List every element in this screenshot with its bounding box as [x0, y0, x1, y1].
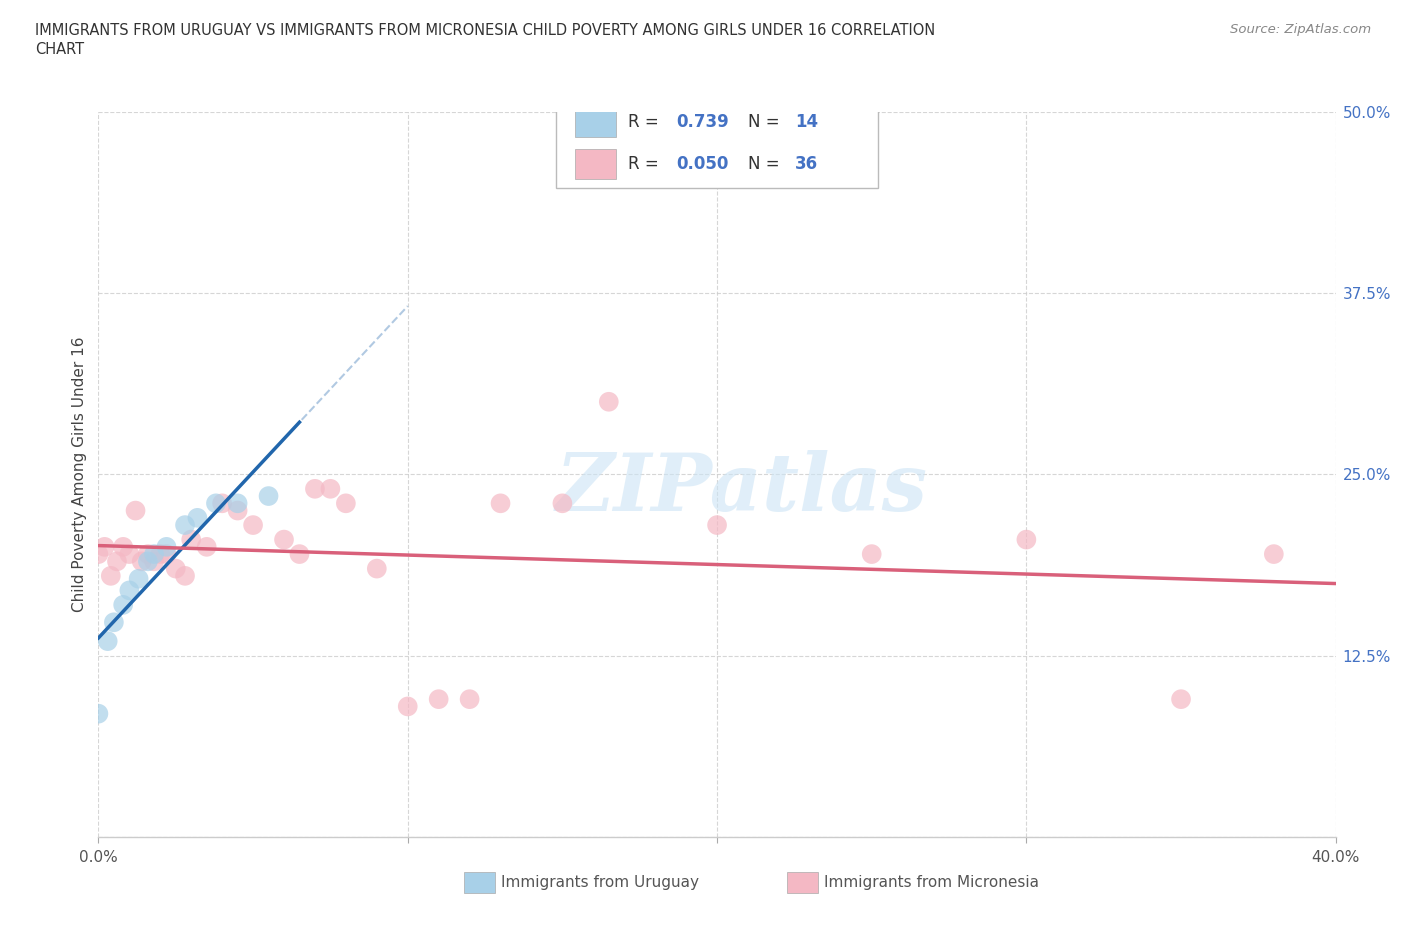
Point: [273, 532, 295, 547]
Point: [180, 532, 202, 547]
Point: [226, 496, 249, 511]
Point: [149, 547, 172, 562]
Point: [226, 503, 249, 518]
Point: [1263, 547, 1285, 562]
Point: [257, 488, 280, 503]
Point: [112, 539, 135, 554]
Text: N =: N =: [748, 154, 785, 173]
Text: Immigrants from Micronesia: Immigrants from Micronesia: [824, 875, 1039, 890]
Point: [335, 496, 357, 511]
Point: [205, 496, 228, 511]
Point: [143, 554, 166, 569]
Text: ZIPatlas: ZIPatlas: [555, 450, 928, 527]
Point: [87, 547, 110, 562]
Point: [136, 547, 159, 562]
Point: [304, 482, 326, 497]
Point: [124, 503, 146, 518]
Point: [195, 539, 218, 554]
Point: [598, 394, 620, 409]
Point: [211, 496, 233, 511]
Point: [396, 699, 419, 714]
Point: [186, 511, 208, 525]
Point: [165, 561, 187, 576]
Point: [288, 547, 311, 562]
Text: 14: 14: [794, 113, 818, 131]
Point: [427, 692, 450, 707]
Point: [706, 518, 728, 533]
Point: [1170, 692, 1192, 707]
Text: R =: R =: [628, 154, 664, 173]
Point: [131, 554, 153, 569]
Point: [155, 539, 177, 554]
FancyBboxPatch shape: [575, 107, 616, 138]
Point: [174, 518, 197, 533]
Point: [551, 496, 574, 511]
Point: [860, 547, 883, 562]
FancyBboxPatch shape: [557, 100, 877, 188]
Point: [87, 706, 110, 721]
Point: [143, 547, 166, 562]
Point: [105, 554, 128, 569]
FancyBboxPatch shape: [575, 149, 616, 179]
Point: [242, 518, 264, 533]
Text: CHART: CHART: [35, 42, 84, 57]
Point: [97, 633, 120, 648]
Text: R =: R =: [628, 113, 664, 131]
Point: [118, 547, 141, 562]
Text: 36: 36: [794, 154, 818, 173]
Point: [118, 583, 141, 598]
Point: [100, 568, 122, 583]
Point: [458, 692, 481, 707]
Point: [489, 496, 512, 511]
Point: [1015, 532, 1038, 547]
Point: [319, 482, 342, 497]
Text: Source: ZipAtlas.com: Source: ZipAtlas.com: [1230, 23, 1371, 36]
Point: [155, 547, 177, 562]
Text: N =: N =: [748, 113, 785, 131]
Point: [93, 539, 115, 554]
Text: 0.739: 0.739: [676, 113, 728, 131]
Point: [174, 568, 197, 583]
Point: [112, 597, 135, 612]
Point: [128, 571, 150, 586]
Text: 0.050: 0.050: [676, 154, 728, 173]
Point: [366, 561, 388, 576]
Point: [103, 615, 125, 630]
Text: IMMIGRANTS FROM URUGUAY VS IMMIGRANTS FROM MICRONESIA CHILD POVERTY AMONG GIRLS : IMMIGRANTS FROM URUGUAY VS IMMIGRANTS FR…: [35, 23, 935, 38]
Point: [136, 554, 159, 569]
Text: Immigrants from Uruguay: Immigrants from Uruguay: [501, 875, 699, 890]
Y-axis label: Child Poverty Among Girls Under 16: Child Poverty Among Girls Under 16: [72, 337, 87, 612]
